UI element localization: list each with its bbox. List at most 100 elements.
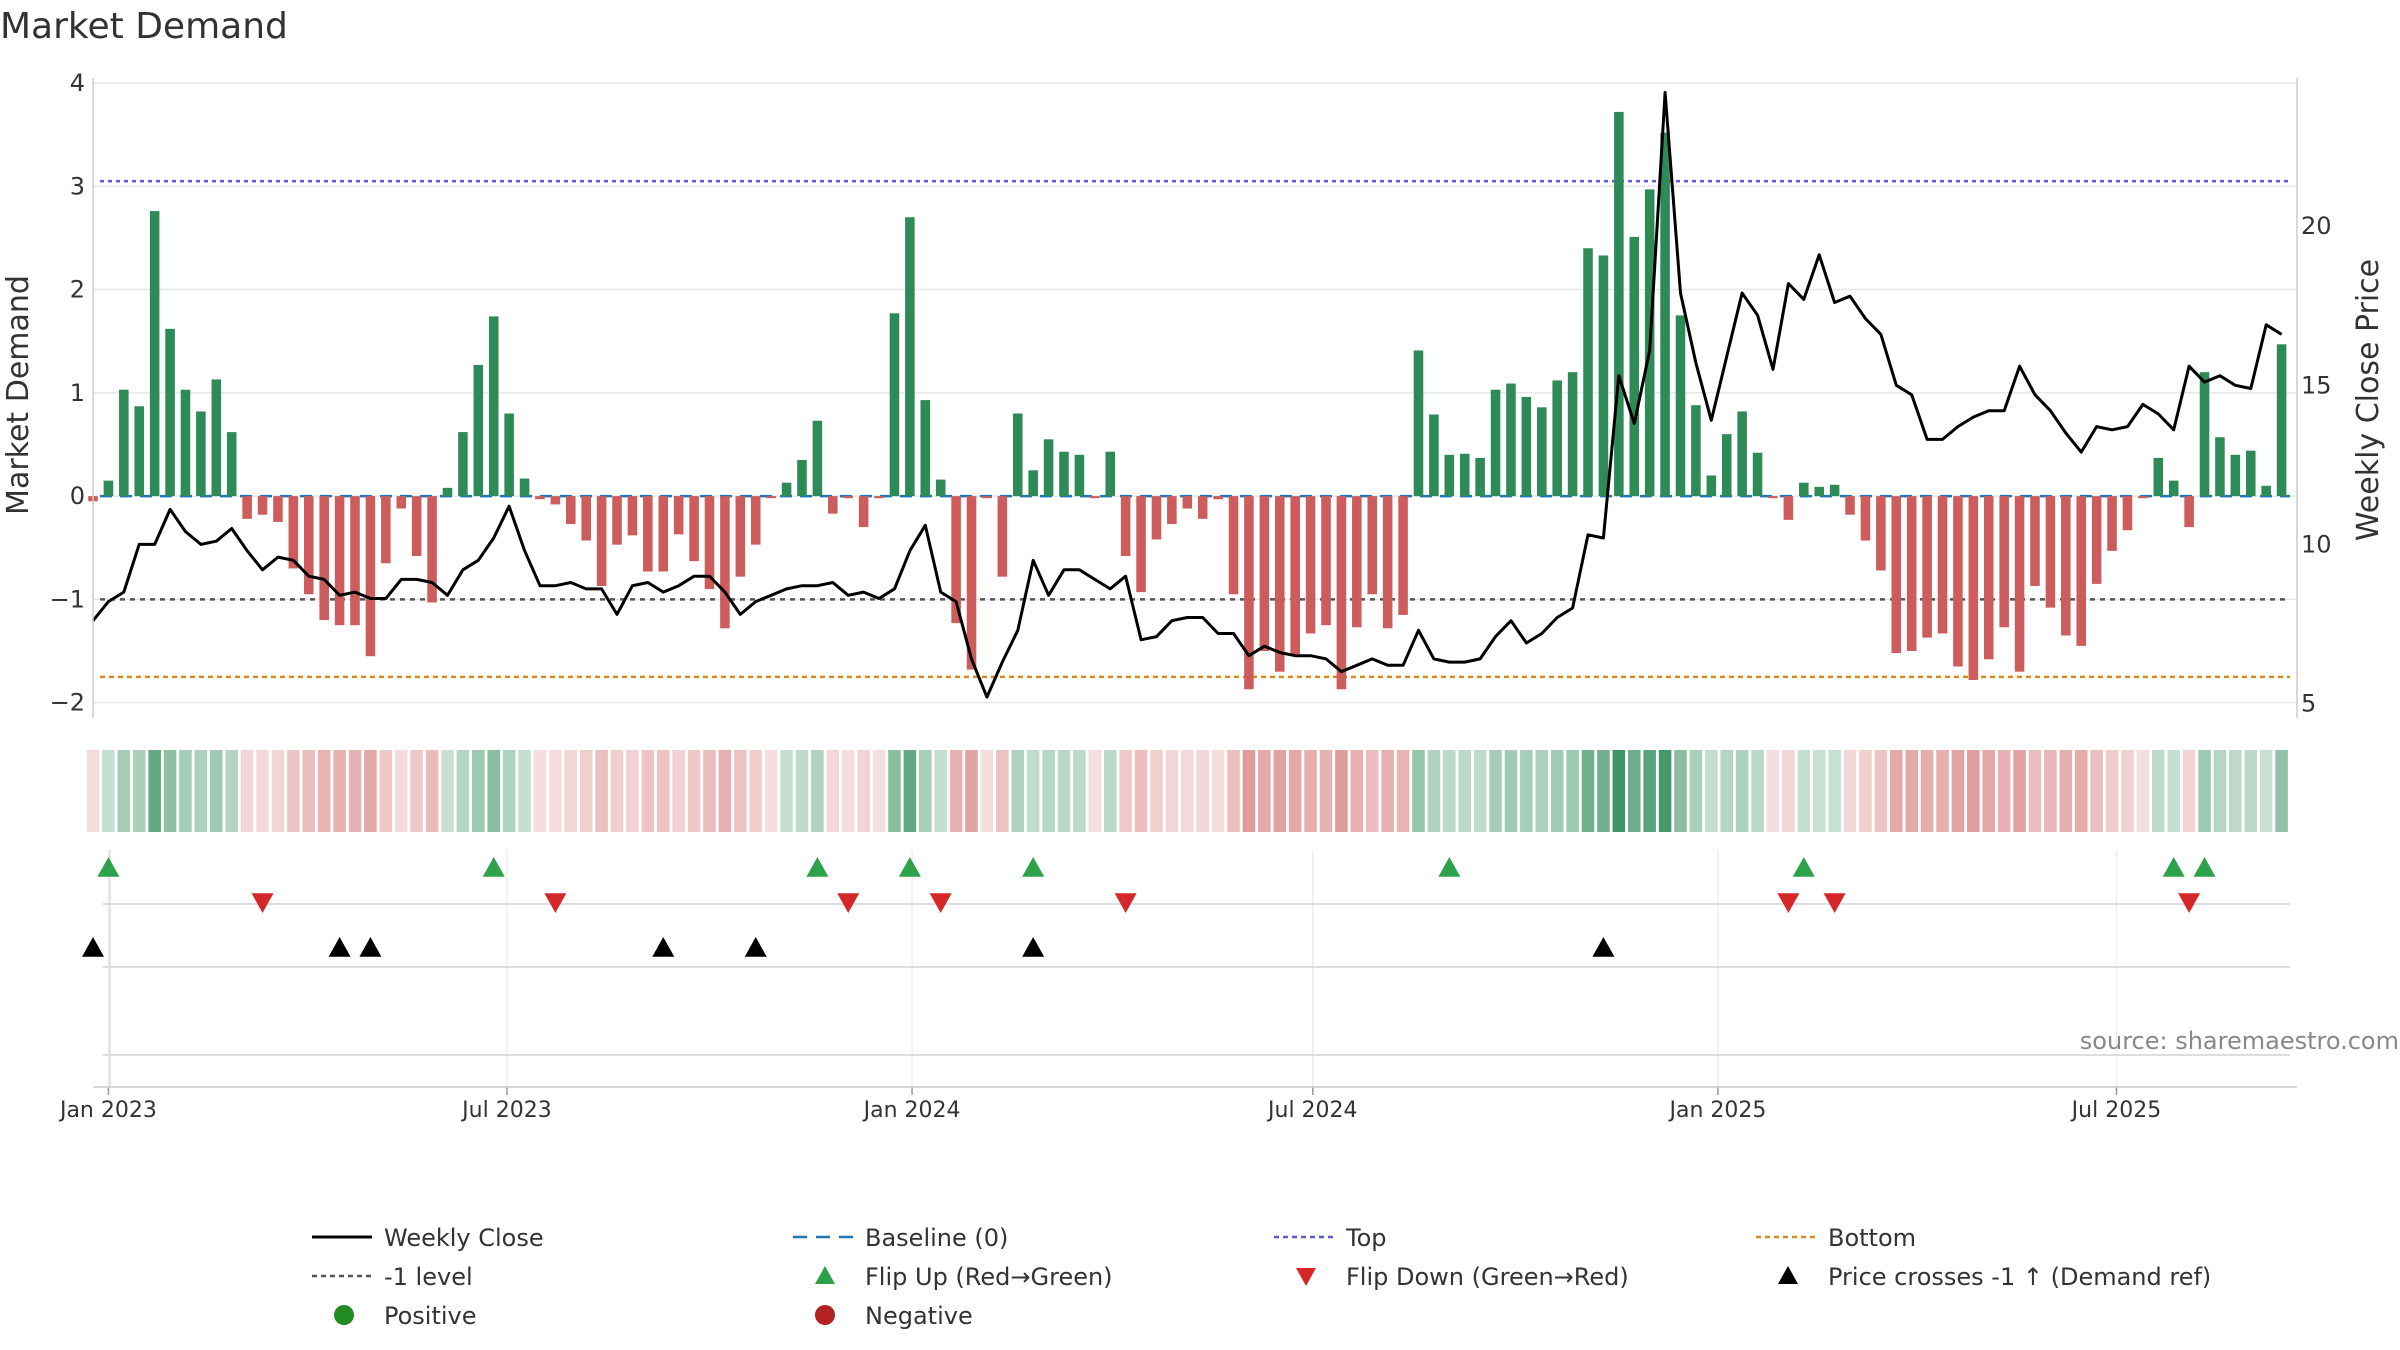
legend-swatch [815,1305,835,1325]
demand-bar [442,487,453,497]
strip-cell [780,750,793,832]
legend-swatch [334,1305,354,1325]
demand-bar [2107,496,2117,551]
demand-bar [1983,496,1994,660]
demand-bar [966,496,977,670]
demand-bar [1182,496,1193,509]
demand-bar [1444,454,1455,497]
demand-bar [1783,496,1794,520]
demand-bar [720,496,730,629]
strip-cell [1535,750,1549,832]
strip-cell [1889,750,1903,832]
demand-bar [982,496,992,499]
demand-bar [951,496,961,624]
flip-down-marker [1823,893,1846,913]
price-cross-marker [328,937,351,957]
demand-bar [920,400,931,497]
legend-label: Price crosses -1 ↑ (Demand ref) [1828,1263,2211,1291]
demand-bar [627,496,638,536]
demand-bar [1598,255,1609,497]
legend-label: Weekly Close [384,1224,544,1252]
demand-bar [1321,496,1331,626]
demand-bar [103,480,114,497]
y-tick-label: −1 [50,585,85,613]
strip-cell [672,750,685,832]
price-cross-marker [1022,937,1045,957]
strip-cell [1443,750,1456,832]
demand-bar [1660,132,1670,497]
demand-bar [1136,496,1146,593]
strip-cell [1828,750,1841,832]
legend-label: Negative [865,1302,973,1330]
legend-label: Top [1345,1224,1387,1252]
demand-bar [1876,496,1886,571]
demand-bar [1059,451,1069,497]
strip-cell [996,750,1009,832]
y2-tick-label: 10 [2301,530,2332,558]
demand-bar [874,496,884,499]
strip-cell [795,750,809,832]
y-tick-label: 2 [70,276,85,304]
strip-cell [2152,750,2165,832]
strip-cell [1905,750,1918,832]
strip-cell [826,750,840,832]
demand-bar [843,496,853,499]
strip-cell [210,750,223,832]
strip-cell [2275,750,2288,832]
y2-tick-label: 5 [2301,689,2316,717]
demand-bar [396,496,407,509]
strip-cell [764,750,778,832]
strip-cell [1150,750,1163,832]
grid-lines [93,82,2297,1087]
demand-bar [1213,496,1223,500]
demand-bar [1799,482,1809,497]
source-credit: source: sharemaestro.com [2080,1027,2399,1055]
demand-bar [643,496,653,572]
legend-label: Positive [384,1302,477,1330]
demand-bar [704,496,715,590]
strip-cell [1319,750,1333,832]
y-tick-label: 4 [70,69,85,97]
strip-cell [117,750,131,832]
demand-bar [257,496,268,515]
demand-bar [1167,496,1177,524]
x-tick-label: Jan 2024 [862,1098,961,1123]
strip-cell [903,750,917,832]
strip-cell [949,750,963,832]
strip-cell [1134,750,1148,832]
strip-cell [1735,750,1749,832]
demand-bar [2122,496,2133,531]
strip-cell [1997,750,2011,832]
demand-bar [1752,452,1763,497]
strip-cell [2198,750,2211,832]
strip-cell [965,750,978,832]
legend-item-weekly-close: Weekly Close [312,1224,544,1252]
legend-item-top: Top [1274,1224,1387,1252]
strip-cell [811,750,824,832]
flip-down-marker [251,893,274,913]
strip-cell [703,750,716,832]
strip-cell [1350,750,1364,832]
strip-cell [1627,750,1641,832]
demand-bar [196,411,206,497]
demand-bar [1336,496,1347,690]
strip-cell [1566,750,1579,832]
demand-bar [1028,470,1038,497]
strip-cell [1674,750,1687,832]
strip-cell [1597,750,1610,832]
strip-cell [518,750,531,832]
strip-cell [287,750,300,832]
flip-up-marker [482,857,505,877]
strip-cell [1658,750,1672,832]
flip-down-marker [2178,893,2201,913]
strip-cell [734,750,747,832]
strip-cell [1073,750,1086,832]
x-tick-label: Jan 2023 [58,1098,157,1123]
x-tick-label: Jul 2024 [1266,1098,1358,1123]
flip-up-marker [1792,857,1815,877]
strip-cell [1766,750,1780,832]
strip-cell [441,750,454,832]
demand-bar [1906,496,1917,652]
demand-bar [2230,454,2241,497]
